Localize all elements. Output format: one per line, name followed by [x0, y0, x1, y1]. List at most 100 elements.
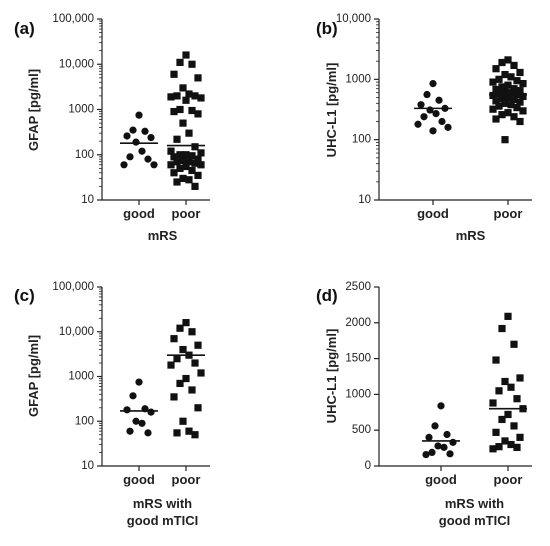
- x-axis-title: mRS: [148, 228, 178, 243]
- data-point-poor: [170, 335, 178, 343]
- data-point-poor: [498, 415, 506, 424]
- data-point-poor: [513, 104, 521, 112]
- data-point-poor: [519, 107, 527, 115]
- y-tick-label: 10,000: [336, 13, 371, 25]
- y-tick-label: 100,000: [52, 13, 94, 25]
- panel-label: (c): [14, 286, 35, 305]
- data-point-good: [147, 133, 155, 142]
- data-point-poor: [519, 79, 527, 88]
- data-point-poor: [197, 369, 205, 377]
- data-point-poor: [188, 106, 196, 115]
- y-tick-label: 10: [81, 460, 94, 472]
- data-point-poor: [492, 85, 500, 94]
- data-point-poor: [179, 174, 187, 183]
- data-point-poor: [191, 143, 199, 151]
- data-point-poor: [179, 119, 187, 127]
- data-point-good: [135, 111, 143, 119]
- data-point-poor: [188, 166, 196, 175]
- data-point-good: [129, 392, 137, 400]
- y-tick-label: 100: [75, 415, 94, 427]
- data-point-poor: [167, 93, 175, 101]
- data-point-poor: [191, 359, 199, 367]
- data-point-good: [449, 438, 457, 446]
- data-point-poor: [507, 440, 515, 449]
- data-point-poor: [492, 65, 500, 73]
- data-point-poor: [179, 84, 187, 92]
- data-point-poor: [191, 182, 199, 190]
- y-tick-label: 2000: [345, 317, 371, 329]
- data-point-poor: [167, 361, 175, 369]
- data-point-poor: [489, 91, 497, 100]
- panel-a: (a) 10 100 1000 10,000 100,000 good poor GFAP [p…: [14, 13, 210, 243]
- data-point-poor: [176, 379, 184, 388]
- data-point-good: [420, 113, 428, 121]
- y-tick-label: 10: [81, 194, 94, 206]
- x-axis-title: good mTICI: [127, 513, 199, 528]
- data-point-good: [132, 417, 140, 425]
- data-point-poor: [185, 90, 193, 98]
- data-point-good: [150, 161, 158, 169]
- data-point-poor: [504, 312, 512, 320]
- data-point-good: [438, 117, 446, 126]
- data-point-poor: [495, 102, 503, 110]
- data-point-poor: [170, 70, 178, 78]
- data-point-poor: [510, 61, 518, 70]
- data-point-good: [422, 450, 430, 459]
- data-point-poor: [167, 161, 175, 169]
- x-tick-label: good: [123, 206, 155, 221]
- data-point-poor: [489, 105, 497, 113]
- data-point-good: [443, 430, 451, 439]
- y-tick-label: 1000: [68, 371, 94, 383]
- data-point-good: [440, 443, 448, 451]
- data-point-poor: [489, 399, 497, 407]
- x-axis-title: good mTICI: [439, 513, 511, 528]
- data-point-poor: [498, 111, 506, 119]
- data-point-poor: [185, 176, 193, 184]
- x-axis-title: mRS with: [445, 496, 504, 511]
- y-tick-label: 10,000: [59, 58, 94, 70]
- data-point-poor: [185, 129, 193, 137]
- y-tick-label: 0: [365, 460, 371, 472]
- data-point-poor: [507, 101, 515, 109]
- data-point-poor: [173, 355, 181, 363]
- data-point-poor: [191, 431, 199, 439]
- data-point-poor: [495, 387, 503, 395]
- data-point-poor: [495, 443, 503, 451]
- data-point-good: [446, 450, 454, 458]
- data-point-poor: [498, 94, 506, 103]
- data-point-poor: [197, 149, 205, 157]
- data-point-good: [428, 448, 436, 456]
- y-tick-label: 1500: [345, 353, 371, 365]
- x-tick-label: good: [123, 472, 155, 487]
- data-point-poor: [170, 393, 178, 401]
- data-point-poor: [492, 97, 500, 105]
- y-tick-label: 100: [75, 149, 94, 161]
- y-tick-label: 1000: [345, 388, 371, 400]
- data-point-poor: [191, 92, 199, 100]
- data-point-poor: [167, 147, 175, 155]
- data-point-good: [444, 123, 452, 131]
- data-point-good: [426, 106, 434, 114]
- data-point-poor: [501, 99, 509, 107]
- data-point-good: [135, 378, 143, 386]
- panel-d: (d) 0 500 1000 1500 2000 2500 good poor UHC-L1 [p…: [316, 281, 532, 528]
- data-point-good: [138, 147, 146, 155]
- data-point-poor: [510, 113, 518, 121]
- data-point-good: [141, 127, 149, 135]
- data-point-poor: [501, 437, 509, 445]
- x-axis-title: mRS with: [133, 496, 192, 511]
- x-tick-label: poor: [172, 472, 201, 487]
- data-point-poor: [182, 162, 190, 171]
- data-point-good: [431, 422, 439, 430]
- data-point-poor: [489, 78, 497, 86]
- data-point-poor: [495, 90, 503, 98]
- data-point-poor: [492, 428, 500, 436]
- data-point-poor: [197, 161, 205, 169]
- data-point-poor: [504, 56, 512, 64]
- x-tick-label: poor: [172, 206, 201, 221]
- data-point-poor: [176, 58, 184, 66]
- panel-b: (b) 10 100 1000 10,000 good poor UHC-L1 [pg/ml]…: [316, 13, 532, 243]
- data-point-poor: [501, 136, 509, 144]
- data-point-poor: [510, 96, 518, 104]
- data-point-poor: [498, 83, 506, 91]
